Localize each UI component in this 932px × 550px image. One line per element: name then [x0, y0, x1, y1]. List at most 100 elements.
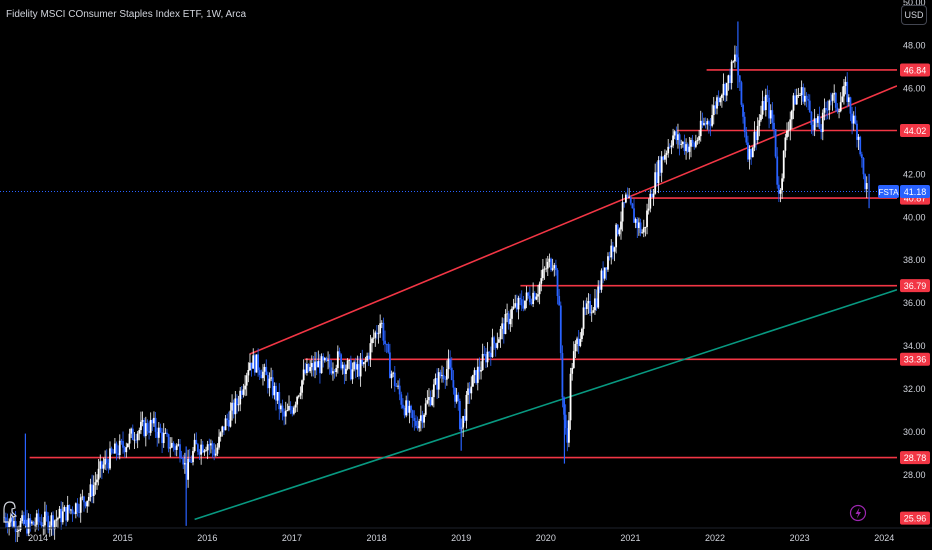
candle-body	[167, 434, 170, 449]
candle-body	[489, 352, 492, 358]
candle-body	[299, 392, 302, 396]
candle-body	[151, 419, 154, 424]
candle-body	[545, 268, 548, 270]
candle-body	[154, 417, 157, 432]
candle-body	[595, 298, 598, 308]
candle-body	[60, 508, 63, 523]
candle-body	[411, 410, 414, 418]
candle-body	[66, 504, 69, 521]
candle-body	[613, 247, 616, 252]
candle-body	[564, 414, 567, 429]
candle-body	[40, 522, 43, 527]
candle-body	[719, 97, 722, 103]
candle-body	[817, 116, 819, 123]
lightning-icon[interactable]	[849, 504, 867, 522]
candle-body	[110, 448, 113, 453]
candle-body	[558, 296, 561, 306]
candle-body	[488, 351, 491, 353]
candle-body	[699, 120, 702, 137]
candle-body	[592, 310, 595, 313]
candle-body	[418, 420, 421, 429]
candle-body	[672, 135, 674, 146]
candle-body	[532, 292, 535, 304]
trendline-resistance	[249, 85, 898, 355]
lightning-icon-ring	[849, 504, 867, 522]
candle-body	[843, 85, 845, 97]
candle-body	[26, 519, 28, 534]
candle-body	[122, 441, 124, 448]
candle-body	[286, 409, 289, 411]
candle-body	[107, 462, 110, 469]
candle-body	[642, 227, 645, 233]
current-price-tag: 41.18	[904, 187, 927, 197]
y-tick-label: 34.00	[903, 341, 926, 351]
candle-body	[192, 451, 194, 463]
candle-body	[293, 407, 295, 414]
candle-body	[834, 93, 837, 108]
level-label-bg	[900, 352, 930, 366]
candle-body	[574, 343, 577, 352]
candle-body	[608, 256, 611, 258]
candle-body	[550, 258, 552, 270]
candle-body	[57, 518, 59, 520]
candle-body	[172, 442, 175, 447]
candle-body	[462, 416, 465, 428]
candle-body	[799, 95, 801, 96]
candle-body	[691, 139, 694, 143]
candle-body	[200, 444, 203, 455]
candle-body	[636, 219, 639, 228]
candle-body	[102, 464, 105, 469]
candle-body	[475, 370, 478, 383]
candle-body	[760, 114, 762, 121]
candle-body	[429, 396, 432, 406]
candle-body	[450, 367, 453, 381]
candle-body	[724, 83, 727, 96]
candle-body	[353, 362, 356, 370]
candle-body	[747, 142, 749, 160]
candle-body	[548, 258, 551, 262]
candle-body	[187, 458, 190, 480]
candle-body	[130, 428, 133, 434]
candle-body	[402, 404, 404, 408]
candle-body	[607, 256, 609, 270]
candle-body	[441, 375, 443, 377]
candle-body	[629, 197, 632, 204]
level-label: 33.36	[904, 355, 927, 365]
candle-body	[434, 378, 437, 385]
candle-body	[351, 369, 354, 380]
candle-body	[211, 443, 214, 450]
candle-body	[841, 96, 844, 103]
x-tick-label: 2015	[113, 533, 133, 543]
candle-body	[341, 364, 344, 369]
candle-body	[213, 449, 216, 456]
candle-body	[242, 389, 245, 395]
candle-body	[397, 385, 399, 387]
candle-body	[480, 369, 482, 372]
candle-body	[336, 351, 339, 369]
candle-body	[208, 444, 211, 446]
candle-body	[808, 100, 811, 112]
candle-body	[325, 358, 328, 361]
candle-body	[34, 524, 37, 526]
candle-body	[105, 458, 108, 463]
candle-body	[743, 116, 746, 133]
candle-body	[232, 402, 235, 415]
currency-button[interactable]: USD	[901, 5, 927, 25]
candle-body	[696, 140, 699, 142]
candle-body	[193, 439, 196, 452]
candle-body	[716, 97, 718, 109]
candle-body	[63, 507, 66, 512]
y-tick-label: 32.00	[903, 384, 926, 394]
candle-body	[296, 396, 299, 405]
x-tick-label: 2021	[620, 533, 640, 543]
candle-body	[73, 513, 76, 515]
candle-body	[486, 351, 489, 363]
trendline-support	[194, 288, 898, 521]
candle-body	[149, 419, 152, 433]
candle-body	[133, 439, 136, 441]
lightning-icon-bolt	[855, 507, 861, 519]
candle-body	[179, 444, 181, 458]
candle-body	[794, 95, 797, 105]
dino-logo-icon	[3, 501, 18, 523]
